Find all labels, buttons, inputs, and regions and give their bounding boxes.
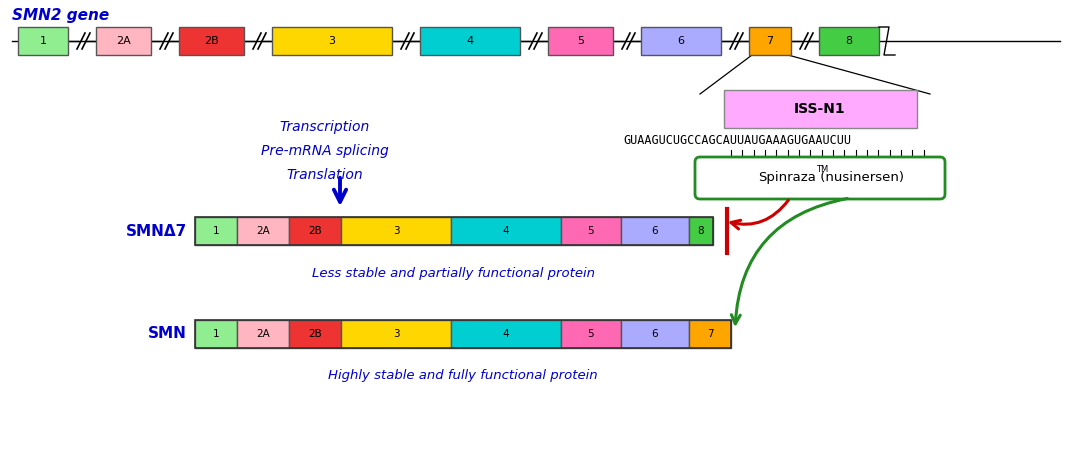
FancyBboxPatch shape <box>819 27 879 55</box>
Text: 8: 8 <box>698 226 704 236</box>
FancyBboxPatch shape <box>561 217 621 245</box>
FancyBboxPatch shape <box>289 217 341 245</box>
FancyBboxPatch shape <box>451 320 561 348</box>
Text: 8: 8 <box>846 36 852 46</box>
FancyBboxPatch shape <box>451 217 561 245</box>
Text: 1: 1 <box>213 329 219 339</box>
FancyBboxPatch shape <box>689 320 731 348</box>
Text: 4: 4 <box>502 329 510 339</box>
FancyBboxPatch shape <box>750 27 791 55</box>
Text: Highly stable and fully functional protein: Highly stable and fully functional prote… <box>328 370 598 383</box>
Text: 5: 5 <box>577 36 584 46</box>
FancyBboxPatch shape <box>548 27 613 55</box>
Text: 5: 5 <box>588 329 594 339</box>
FancyBboxPatch shape <box>724 90 917 128</box>
Text: 2A: 2A <box>256 226 270 236</box>
Text: Translation: Translation <box>286 168 363 182</box>
Text: SMN: SMN <box>148 326 187 342</box>
Text: 6: 6 <box>651 329 659 339</box>
FancyBboxPatch shape <box>621 217 689 245</box>
FancyBboxPatch shape <box>642 27 721 55</box>
Text: 3: 3 <box>393 226 400 236</box>
Text: Less stable and partially functional protein: Less stable and partially functional pro… <box>312 267 595 279</box>
Text: Transcription: Transcription <box>280 120 370 134</box>
Text: SMN2 gene: SMN2 gene <box>12 8 109 23</box>
Text: Pre-mRNA splicing: Pre-mRNA splicing <box>261 144 389 158</box>
FancyBboxPatch shape <box>561 320 621 348</box>
Text: 4: 4 <box>467 36 473 46</box>
FancyBboxPatch shape <box>689 217 713 245</box>
FancyBboxPatch shape <box>237 320 289 348</box>
FancyBboxPatch shape <box>696 157 945 199</box>
FancyBboxPatch shape <box>195 320 237 348</box>
Text: 4: 4 <box>502 226 510 236</box>
Text: 2A: 2A <box>117 36 131 46</box>
Text: 2B: 2B <box>308 329 322 339</box>
FancyBboxPatch shape <box>18 27 68 55</box>
FancyBboxPatch shape <box>96 27 151 55</box>
Text: SMNΔ7: SMNΔ7 <box>125 224 187 238</box>
Text: 3: 3 <box>393 329 400 339</box>
Text: GUAAGUCUGCCAGCAUUAUGAAAGUGAAUCUU: GUAAGUCUGCCAGCAUUAUGAAAGUGAAUCUU <box>623 135 851 148</box>
FancyBboxPatch shape <box>289 320 341 348</box>
FancyBboxPatch shape <box>237 217 289 245</box>
FancyBboxPatch shape <box>341 217 451 245</box>
Text: 1: 1 <box>213 226 219 236</box>
Text: 6: 6 <box>677 36 685 46</box>
FancyBboxPatch shape <box>341 320 451 348</box>
Text: ISS-N1: ISS-N1 <box>794 102 846 116</box>
Text: 7: 7 <box>706 329 713 339</box>
Text: Spinraza: Spinraza <box>758 172 816 185</box>
Text: (nusinersen): (nusinersen) <box>816 172 904 185</box>
FancyBboxPatch shape <box>621 320 689 348</box>
Text: 3: 3 <box>328 36 336 46</box>
Text: 2B: 2B <box>204 36 219 46</box>
FancyBboxPatch shape <box>420 27 519 55</box>
Text: 1: 1 <box>40 36 46 46</box>
Text: 6: 6 <box>651 226 659 236</box>
Text: 2A: 2A <box>256 329 270 339</box>
FancyBboxPatch shape <box>272 27 392 55</box>
Text: 5: 5 <box>588 226 594 236</box>
Text: 7: 7 <box>767 36 773 46</box>
FancyBboxPatch shape <box>179 27 244 55</box>
FancyBboxPatch shape <box>195 217 237 245</box>
Text: TM: TM <box>816 166 828 175</box>
Text: 2B: 2B <box>308 226 322 236</box>
